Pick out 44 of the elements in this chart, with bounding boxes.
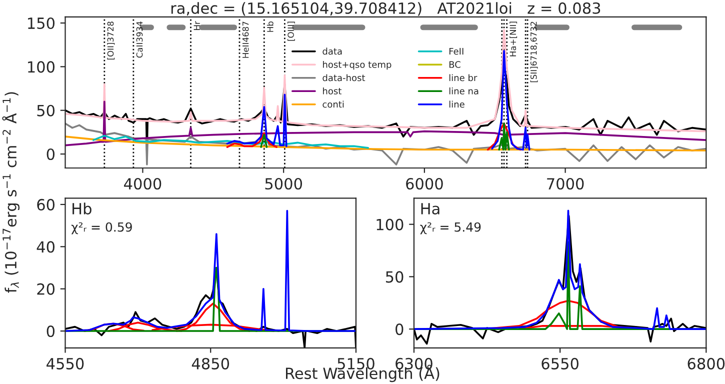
y-tick-label: 60 bbox=[37, 198, 55, 210]
legend-label: FeII bbox=[449, 48, 464, 55]
legend-label: line br bbox=[449, 74, 478, 82]
annotation: Ha bbox=[421, 203, 440, 214]
x-tick-label: 5150 bbox=[338, 358, 374, 370]
x-tick-label: 4850 bbox=[192, 358, 230, 370]
y-tick-label: 20 bbox=[37, 283, 55, 295]
ref-line-label: CaII3934 bbox=[136, 22, 143, 58]
ref-line-label: Hr bbox=[194, 21, 200, 30]
legend-label: BC bbox=[449, 61, 460, 68]
y-tick-label: 40 bbox=[36, 241, 55, 253]
text: f$_{λ}$ (10$^{−17}$erg s$^{−1}$ cm$^{−2}$ Å$^{−1}$) bbox=[2, 92, 20, 293]
x-tick-label: 5000 bbox=[265, 178, 302, 190]
legend-label: host+qso temp bbox=[323, 60, 392, 70]
ref-line-label: [OIII] bbox=[287, 22, 295, 41]
x-tick-label: 6800 bbox=[688, 358, 725, 370]
ref-line-label: [OII]3728 bbox=[107, 22, 115, 60]
ref-line-label: [SII]6718,6732 bbox=[530, 22, 538, 82]
y-tick-label: 150 bbox=[28, 17, 55, 30]
annotation: χ²ᵣ = 0.59 bbox=[71, 222, 132, 234]
legend-label: line bbox=[449, 100, 464, 108]
y-tick-label: 0 bbox=[46, 325, 55, 338]
x-tick-label: 4550 bbox=[46, 358, 84, 370]
annotation: Hb bbox=[72, 202, 92, 214]
y-tick-label: 100 bbox=[376, 218, 404, 230]
y-tick-label: 100 bbox=[28, 61, 55, 73]
x-tick-label: 4000 bbox=[124, 178, 162, 190]
x-tick-label: 7000 bbox=[547, 178, 584, 190]
legend-label: line na bbox=[449, 87, 478, 94]
ref-line-label: Ha+[NII] bbox=[510, 22, 518, 56]
legend-label: host bbox=[323, 87, 342, 94]
x-tick-label: 6550 bbox=[542, 358, 578, 370]
ref-line-label: HeII4687 bbox=[242, 22, 249, 58]
y-tick-label: 0 bbox=[46, 148, 55, 160]
x-tick-label: 6000 bbox=[406, 178, 443, 190]
ref-line-label: Hb bbox=[266, 22, 274, 32]
legend-label: data bbox=[322, 48, 342, 55]
y-tick-label: 50 bbox=[386, 271, 404, 283]
y-tick-label: 50 bbox=[37, 104, 55, 116]
annotation: χ²ᵣ = 5.49 bbox=[420, 222, 481, 234]
chart-title: ra,dec = (15.165104,39.708412) AT2021loi z = 0.083 bbox=[171, 2, 600, 16]
y-tick-label: 0 bbox=[396, 324, 404, 336]
legend-label: conti bbox=[322, 100, 344, 108]
legend-label: data-host bbox=[322, 74, 366, 82]
